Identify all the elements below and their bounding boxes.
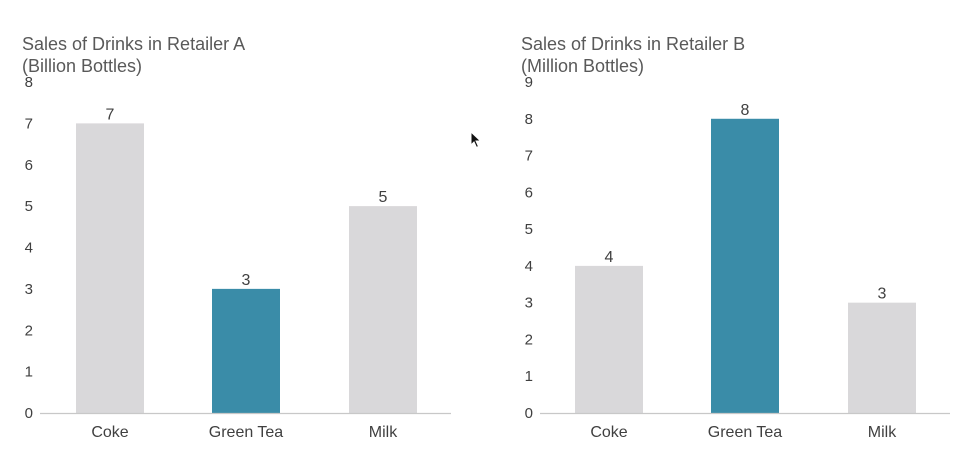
chart-b-bar-coke [575,265,643,413]
chart-a-category-label: Green Tea [209,424,284,441]
chart-b-bar-milk [848,302,916,413]
chart-b-y-tick-label: 8 [525,111,533,128]
chart-a-bar-milk [349,206,417,413]
chart-a-data-label: 5 [379,189,388,206]
chart-a-category-label: Milk [369,424,398,441]
chart-b-y-tick-label: 3 [525,295,533,312]
chart-b-y-tick-label: 0 [525,405,533,422]
chart-a-title: Sales of Drinks in Retailer A (Billion B… [22,33,245,77]
chart-a-data-label: 3 [242,272,251,289]
chart-b-title-line-1: Sales of Drinks in Retailer B [521,34,746,54]
chart-b-category-label: Green Tea [708,424,783,441]
chart-b-data-label: 4 [605,249,614,266]
chart-a-y-tick-label: 2 [25,322,33,339]
mouse-pointer-icon [470,131,482,149]
chart-a-title-line-1: Sales of Drinks in Retailer A [22,34,246,54]
chart-b-y-tick-label: 1 [525,368,533,385]
chart-b-y-tick-label: 6 [525,184,533,201]
chart-a-bar-green-tea [212,288,280,413]
chart-a-y-tick-label: 5 [25,198,33,215]
chart-b-category-label: Coke [590,424,627,441]
chart-a-y-tick-label: 4 [25,240,33,257]
chart-a-bar-coke [76,123,144,413]
chart-b-y-tick-label: 9 [525,74,533,91]
chart-b-data-label: 8 [741,102,750,119]
chart-b-y-tick-label: 5 [525,221,533,238]
chart-a-y-tick-label: 3 [25,281,33,298]
chart-a-y-tick-label: 6 [25,157,33,174]
chart-a-y-tick-label: 0 [25,405,33,422]
chart-a-title-line-2: (Billion Bottles) [22,56,143,76]
chart-b-bar-green-tea [711,118,779,414]
chart-b-y-tick-label: 4 [525,258,533,275]
chart-a-y-tick-label: 7 [25,115,33,132]
chart-a-category-label: Coke [91,424,128,441]
chart-a-y-tick-label: 1 [25,364,33,381]
chart-b-title: Sales of Drinks in Retailer B (Million B… [521,33,745,77]
chart-b-data-label: 3 [878,286,887,303]
chart-b-category-label: Milk [868,424,897,441]
chart-b-y-tick-label: 7 [525,148,533,165]
chart-a-y-tick-label: 8 [25,74,33,91]
chart-a-data-label: 7 [106,106,115,123]
chart-b-y-tick-label: 2 [525,331,533,348]
chart-b-title-line-2: (Million Bottles) [521,56,645,76]
